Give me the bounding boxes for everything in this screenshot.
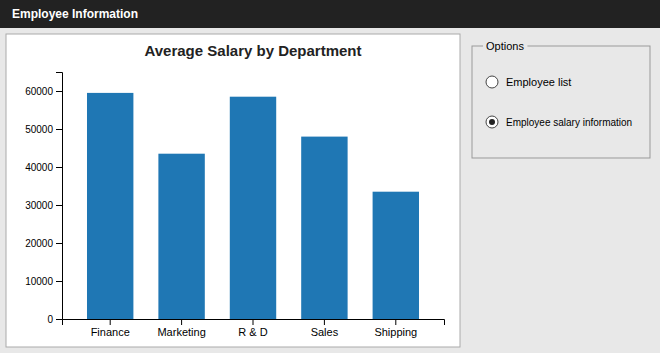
y-tick-mark [56,243,62,244]
y-tick-mark [56,129,62,130]
y-tick-label: 10000 [25,276,53,287]
y-tick-mark [56,319,62,320]
x-tick: Shipping [374,319,417,338]
x-axis-line [63,320,445,326]
y-tick-label: 40000 [25,162,53,173]
radio-selected-dot [489,119,495,125]
bars [87,93,419,319]
radio-button [486,76,498,88]
x-tick-mark [181,319,182,325]
options-box [472,46,650,158]
x-tick-label: R & D [238,326,267,338]
y-tick: 50000 [25,124,62,135]
x-tick: Marketing [157,319,205,338]
bar [158,154,204,319]
chart-title: Average Salary by Department [144,42,361,59]
y-tick-label: 20000 [25,238,53,249]
x-tick: Finance [91,319,130,338]
x-tick-label: Shipping [374,326,417,338]
chart-panel [6,34,460,347]
y-tick: 60000 [25,86,62,97]
x-tick-mark [324,319,325,325]
x-axis: Finance Marketing R & D Sales Shipping [63,319,445,338]
options-label-background [483,40,527,52]
window-title: Employee Information [12,7,138,21]
y-tick: 40000 [25,162,62,173]
bar [373,192,419,319]
x-tick-label: Finance [91,326,130,338]
radio-button [486,116,498,128]
x-tick: Sales [311,319,339,338]
x-tick-label: Marketing [157,326,205,338]
y-tick-label: 30000 [25,200,53,211]
y-tick-mark [56,167,62,168]
y-tick: 30000 [25,200,62,211]
options-label: Options [486,40,524,52]
y-tick: 0 [47,314,62,325]
y-tick-mark [56,281,62,282]
y-tick-label: 0 [47,314,53,325]
y-axis-line [56,73,63,320]
y-tick-mark [56,91,62,92]
y-tick-mark [56,205,62,206]
x-tick-mark [110,319,111,325]
title-bar [0,0,660,28]
y-tick-label: 50000 [25,124,53,135]
radio-label: Employee list [506,76,571,88]
x-tick: R & D [238,319,267,338]
bar [87,93,133,319]
y-tick: 20000 [25,238,62,249]
canvas: Employee Information Average Salary by De… [0,0,660,353]
x-tick-mark [395,319,396,325]
y-tick-label: 60000 [25,86,53,97]
x-tick-label: Sales [311,326,339,338]
x-tick-mark [253,319,254,325]
y-axis: 0 10000 20000 30000 40000 50000 60000 [25,73,62,325]
bar [301,137,347,319]
window-background [0,0,660,353]
radio-label: Employee salary information [506,117,632,128]
y-tick: 10000 [25,276,62,287]
bar [230,97,276,319]
